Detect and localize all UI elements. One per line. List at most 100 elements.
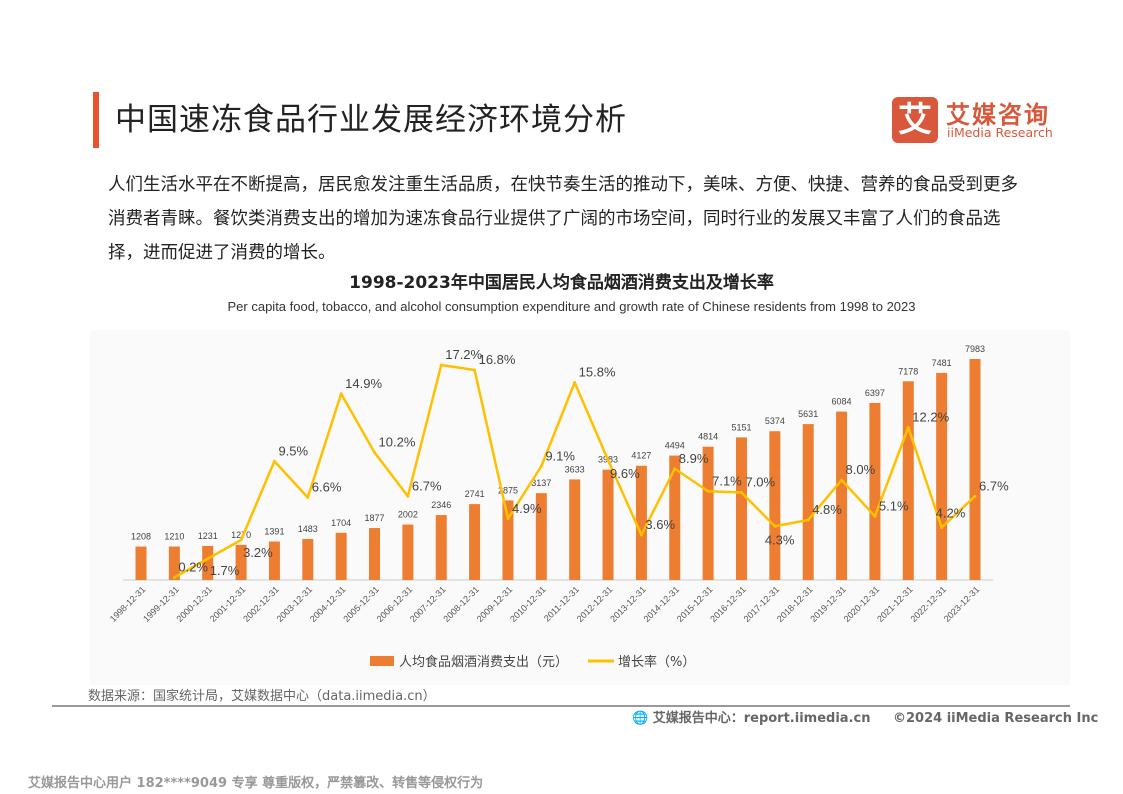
legend-line-label: 增长率（%） [618, 654, 695, 670]
watermark: 艾媒报告中心用户 182****9049 专享 尊重版权，严禁篡改、转售等侵权行… [28, 776, 484, 791]
growth-rate-label: 4.3% [765, 532, 795, 547]
bar-value-label: 5151 [731, 422, 751, 432]
page-title: 中国速冻食品行业发展经济环境分析 [115, 102, 627, 138]
chart-title: 1998-2023年中国居民人均食品烟酒消费支出及增长率 [349, 273, 774, 293]
x-tick-label: 2023-12-31 [942, 584, 982, 624]
logo-mark: 艾 [892, 97, 938, 143]
growth-rate-label: 9.5% [278, 443, 308, 458]
growth-rate-label: 6.6% [312, 480, 342, 495]
footer: 🌐 艾媒报告中心：report.iimedia.cn ©2024 iiMedia… [632, 707, 1098, 726]
bar [535, 493, 547, 580]
growth-rate-label: 6.7% [979, 478, 1009, 493]
bar [702, 446, 714, 580]
bar-value-label: 2346 [431, 500, 451, 510]
bar [836, 411, 848, 580]
growth-rate-point [172, 576, 176, 579]
growth-rate-label: 0.2% [178, 560, 208, 575]
chart-subtitle: Per capita food, tobacco, and alcohol co… [227, 299, 916, 314]
bar-value-label: 5631 [798, 409, 818, 419]
bar [502, 500, 514, 580]
bar-value-label: 4127 [631, 451, 651, 461]
bar-value-label: 3633 [565, 464, 585, 474]
bar-value-label: 4494 [665, 441, 685, 451]
growth-rate-label: 9.1% [545, 448, 575, 463]
bar-value-label: 6397 [865, 388, 885, 398]
bar [735, 437, 747, 580]
bar-value-label: 3137 [531, 478, 551, 488]
growth-rate-point [272, 459, 276, 463]
growth-rate-label: 17.2% [445, 347, 482, 362]
bar-value-label: 1231 [198, 531, 218, 541]
growth-rate-label: 5.1% [879, 498, 909, 513]
bar [335, 532, 347, 580]
growth-rate-label: 4.8% [812, 502, 842, 517]
bar-value-label: 1877 [365, 513, 385, 523]
bar [235, 544, 247, 580]
bar-value-label: 1704 [331, 518, 351, 528]
bar [635, 465, 647, 580]
growth-rate-point [606, 458, 610, 462]
growth-rate-point [439, 363, 443, 367]
growth-rate-point [306, 496, 310, 499]
growth-rate-label: 16.8% [479, 352, 516, 367]
growth-rate-point [406, 494, 410, 498]
growth-rate-point [806, 518, 810, 522]
bar [168, 546, 180, 580]
globe-icon: 🌐 [632, 711, 649, 726]
bar-value-label: 1270 [231, 530, 251, 540]
growth-rate-label: 10.2% [379, 435, 416, 450]
growth-rate-point [239, 538, 243, 542]
intro-paragraph: 人们生活水平在不断提高，居民愈发注重生活品质，在快节奏生活的推动下，美味、方便、… [108, 175, 1018, 263]
footer-copyright: ©2024 iiMedia Research Inc [893, 711, 1099, 726]
growth-rate-label: 9.6% [610, 466, 640, 481]
bar-value-label: 2002 [398, 510, 418, 520]
growth-rate-point [906, 426, 910, 429]
growth-rate-point [973, 494, 977, 498]
growth-rate-label: 1.7% [210, 563, 240, 578]
growth-rate-label: 15.8% [579, 365, 616, 380]
bar-value-label: 2875 [498, 485, 518, 495]
growth-rate-point [639, 533, 643, 537]
growth-rate-point [206, 557, 210, 561]
bar [369, 528, 381, 580]
bar [402, 524, 414, 580]
bar [936, 372, 948, 580]
title-accent-bar [93, 92, 99, 148]
growth-rate-label: 7.0% [745, 475, 775, 490]
growth-rate-point [339, 392, 343, 396]
growth-rate-point [539, 464, 543, 468]
growth-rate-label: 8.0% [846, 462, 876, 477]
bar-value-label: 6084 [832, 397, 852, 407]
bar [135, 546, 147, 580]
bar-value-label: 4814 [698, 432, 718, 442]
bar-value-label: 1391 [264, 526, 284, 536]
growth-rate-point [873, 514, 877, 518]
bar [202, 545, 214, 580]
x-tick-label: 2010-12-31 [508, 584, 548, 624]
growth-rate-point [940, 526, 944, 529]
growth-rate-label: 12.2% [912, 410, 949, 425]
footer-site[interactable]: 艾媒报告中心：report.iimedia.cn [652, 711, 871, 726]
bar [802, 424, 814, 580]
bar [902, 381, 914, 580]
growth-rate-label: 3.2% [243, 545, 273, 560]
growth-rate-label: 4.2% [936, 506, 966, 521]
bar-value-label: 1208 [131, 532, 151, 542]
logo-cn-text: 艾媒咨询 [946, 101, 1050, 129]
bar [669, 455, 681, 580]
growth-rate-point [506, 517, 510, 521]
bar [869, 402, 881, 580]
growth-rate-point [373, 451, 377, 454]
bar [435, 515, 447, 580]
bar [469, 504, 481, 580]
bar-value-label: 7983 [965, 344, 985, 354]
growth-rate-label: 4.9% [512, 501, 542, 516]
bar [969, 359, 981, 580]
growth-rate-label: 7.1% [712, 473, 742, 488]
growth-rate-label: 3.6% [645, 517, 675, 532]
bar-value-label: 2741 [465, 489, 485, 499]
bar [769, 431, 781, 580]
growth-rate-point [739, 491, 743, 494]
growth-rate-point [706, 489, 710, 493]
